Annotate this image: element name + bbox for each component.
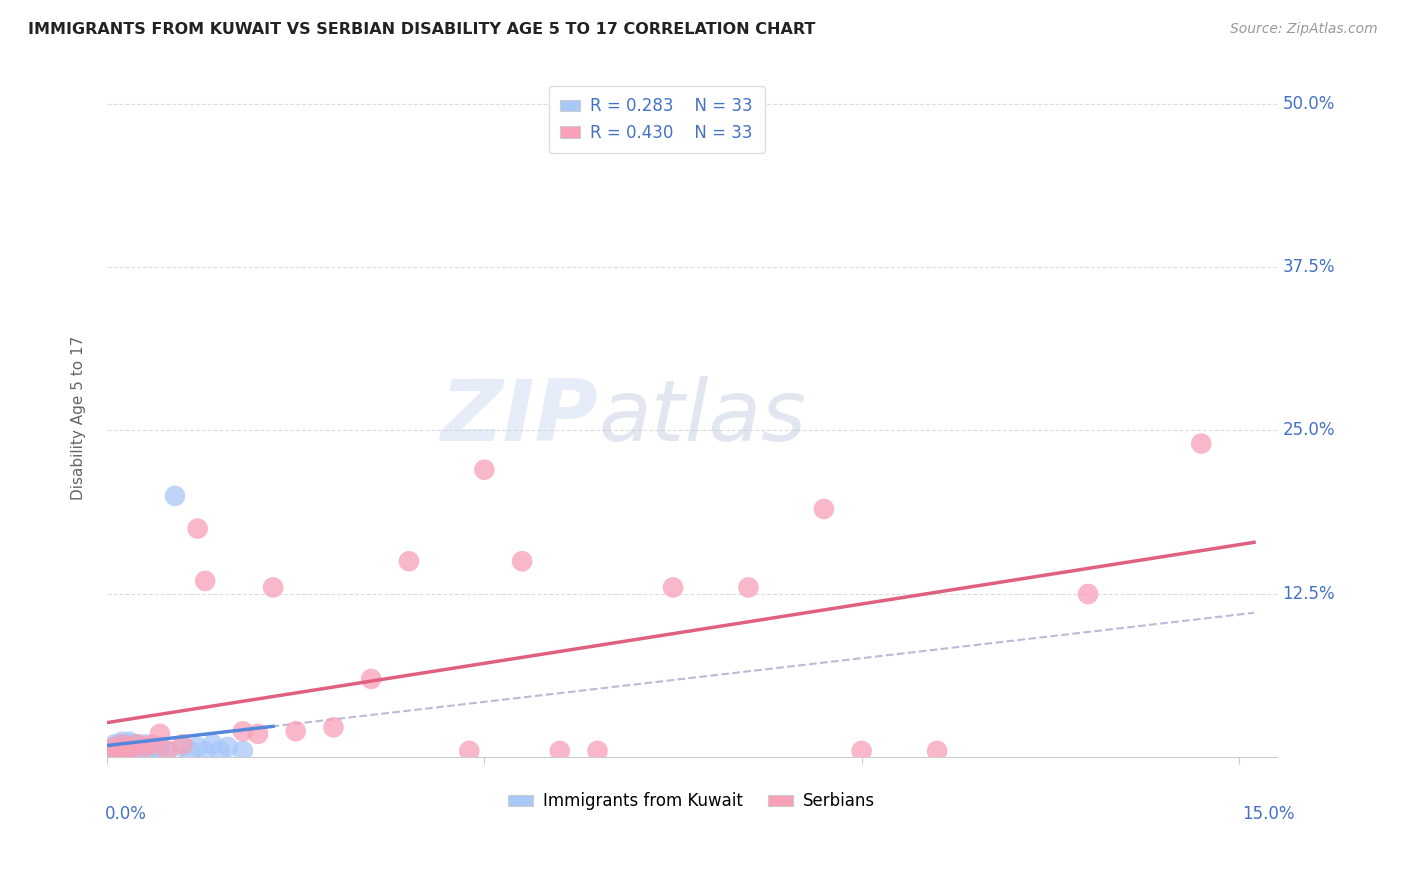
Point (179, 744, 201, 758)
Point (104, 739, 127, 754)
Point (111, 744, 134, 758)
Point (100, 744, 122, 758)
Y-axis label: Disability Age 5 to 17: Disability Age 5 to 17 (72, 335, 86, 500)
Point (172, 737, 194, 751)
Point (111, 744, 134, 758)
Point (149, 727, 172, 741)
Point (246, 727, 269, 741)
Point (118, 739, 141, 754)
Point (737, 581, 759, 595)
Point (107, 744, 129, 758)
Point (111, 737, 134, 751)
Legend: Immigrants from Kuwait, Serbians: Immigrants from Kuwait, Serbians (502, 786, 882, 817)
Point (104, 737, 127, 751)
Point (118, 737, 141, 751)
Point (360, 672, 382, 686)
Point (194, 744, 217, 758)
Point (813, 502, 835, 516)
Point (172, 739, 194, 754)
Text: 25.0%: 25.0% (1282, 422, 1336, 440)
Point (262, 581, 284, 595)
Point (156, 744, 179, 758)
Point (118, 744, 141, 758)
Text: IMMIGRANTS FROM KUWAIT VS SERBIAN DISABILITY AGE 5 TO 17 CORRELATION CHART: IMMIGRANTS FROM KUWAIT VS SERBIAN DISABI… (28, 22, 815, 37)
Point (232, 724, 254, 739)
Point (398, 554, 420, 568)
Point (118, 739, 141, 754)
Point (201, 737, 224, 751)
Point (586, 744, 609, 758)
Point (510, 554, 533, 568)
Point (149, 739, 172, 754)
Point (111, 739, 134, 754)
Point (100, 744, 122, 758)
Text: ZIP: ZIP (440, 376, 599, 458)
Point (104, 744, 127, 758)
Text: 0.0%: 0.0% (104, 805, 146, 823)
Point (141, 744, 163, 758)
Point (284, 724, 307, 739)
Point (232, 744, 254, 758)
Point (134, 744, 156, 758)
Point (141, 739, 163, 754)
Point (127, 744, 149, 758)
Point (127, 737, 149, 751)
Point (474, 463, 496, 477)
Point (187, 522, 209, 536)
Point (322, 720, 344, 734)
Point (194, 574, 217, 588)
Point (111, 737, 134, 751)
Point (141, 737, 163, 751)
Point (156, 744, 179, 758)
Point (458, 744, 481, 758)
Point (134, 737, 156, 751)
Point (927, 744, 949, 758)
Point (209, 744, 232, 758)
Point (163, 489, 186, 503)
Point (217, 739, 239, 754)
Point (1077, 587, 1099, 601)
Point (1189, 436, 1212, 450)
Point (127, 737, 149, 751)
Point (127, 739, 149, 754)
Text: 37.5%: 37.5% (1282, 258, 1336, 276)
Text: 50.0%: 50.0% (1282, 95, 1334, 112)
Point (118, 735, 141, 749)
Text: 12.5%: 12.5% (1282, 585, 1336, 603)
Text: 15.0%: 15.0% (1241, 805, 1295, 823)
Point (118, 744, 141, 758)
Point (187, 739, 209, 754)
Point (111, 744, 134, 758)
Point (134, 739, 156, 754)
Point (118, 744, 141, 758)
Text: atlas: atlas (599, 376, 806, 458)
Point (548, 744, 571, 758)
Point (104, 739, 127, 754)
Text: Source: ZipAtlas.com: Source: ZipAtlas.com (1230, 22, 1378, 37)
Point (851, 744, 873, 758)
Point (111, 735, 134, 749)
Point (662, 581, 685, 595)
